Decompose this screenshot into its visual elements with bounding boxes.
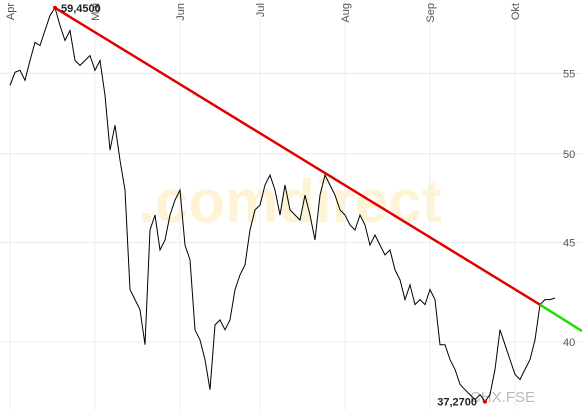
x-tick-label: Jul	[255, 3, 267, 17]
annotation-point	[53, 5, 57, 10]
annotation-point	[483, 399, 487, 404]
x-tick-label: Mai	[90, 3, 102, 21]
price-line	[9, 6, 556, 403]
y-tick-label: 55	[563, 68, 575, 80]
annotation: 59,4500	[61, 3, 101, 15]
x-tick-label: Jun	[175, 3, 187, 21]
trend-line	[54, 6, 541, 306]
x-tick-label: Sep	[425, 3, 437, 23]
y-tick-label: 40	[563, 337, 575, 349]
watermark: .comdirect	[138, 168, 441, 235]
x-tick-label: Apr	[5, 3, 17, 20]
symbol: CHX.FSE	[470, 389, 535, 406]
x-tick-label: Okt	[510, 3, 522, 20]
y-tick-label: 45	[563, 238, 575, 250]
trend-line	[539, 303, 582, 333]
y-tick-label: 50	[563, 149, 575, 161]
annotation: 37,2700	[437, 397, 477, 409]
x-tick-label: Aug	[340, 3, 352, 23]
